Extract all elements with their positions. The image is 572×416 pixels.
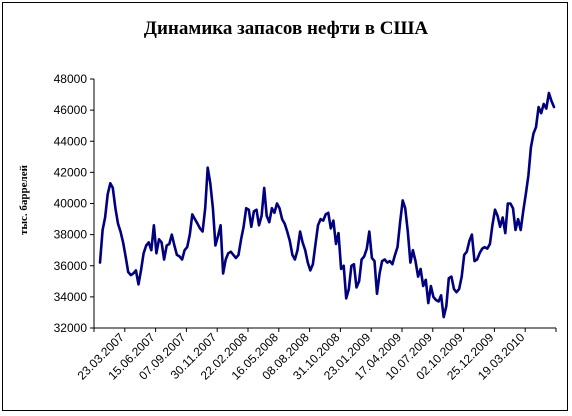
series-line [98,91,556,319]
y-tick-label: 32000 [54,321,88,335]
y-tick-label: 34000 [54,290,88,304]
y-tick-label: 42000 [54,165,88,179]
y-tick-label: 38000 [54,228,88,242]
chart-frame [2,2,568,411]
x-axis-ticks: 23.03.200715.06.200707.09.200730.11.2007… [75,328,557,383]
y-tick-label: 36000 [54,259,88,273]
chart-title: Динамика запасов нефти в США [143,18,429,39]
y-tick-label: 44000 [54,134,88,148]
y-tick-label: 46000 [54,103,88,117]
y-tick-label: 48000 [54,72,88,86]
y-axis-ticks: 32000 34000 36000 38000 40000 42000 44000 46000… [54,72,94,335]
y-tick-label: 40000 [54,197,88,211]
series-layer [98,91,556,319]
